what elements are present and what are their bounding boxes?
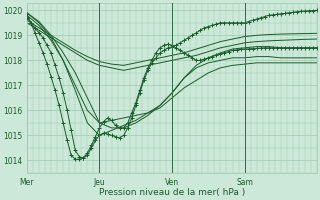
X-axis label: Pression niveau de la mer( hPa ): Pression niveau de la mer( hPa ) <box>99 188 245 197</box>
